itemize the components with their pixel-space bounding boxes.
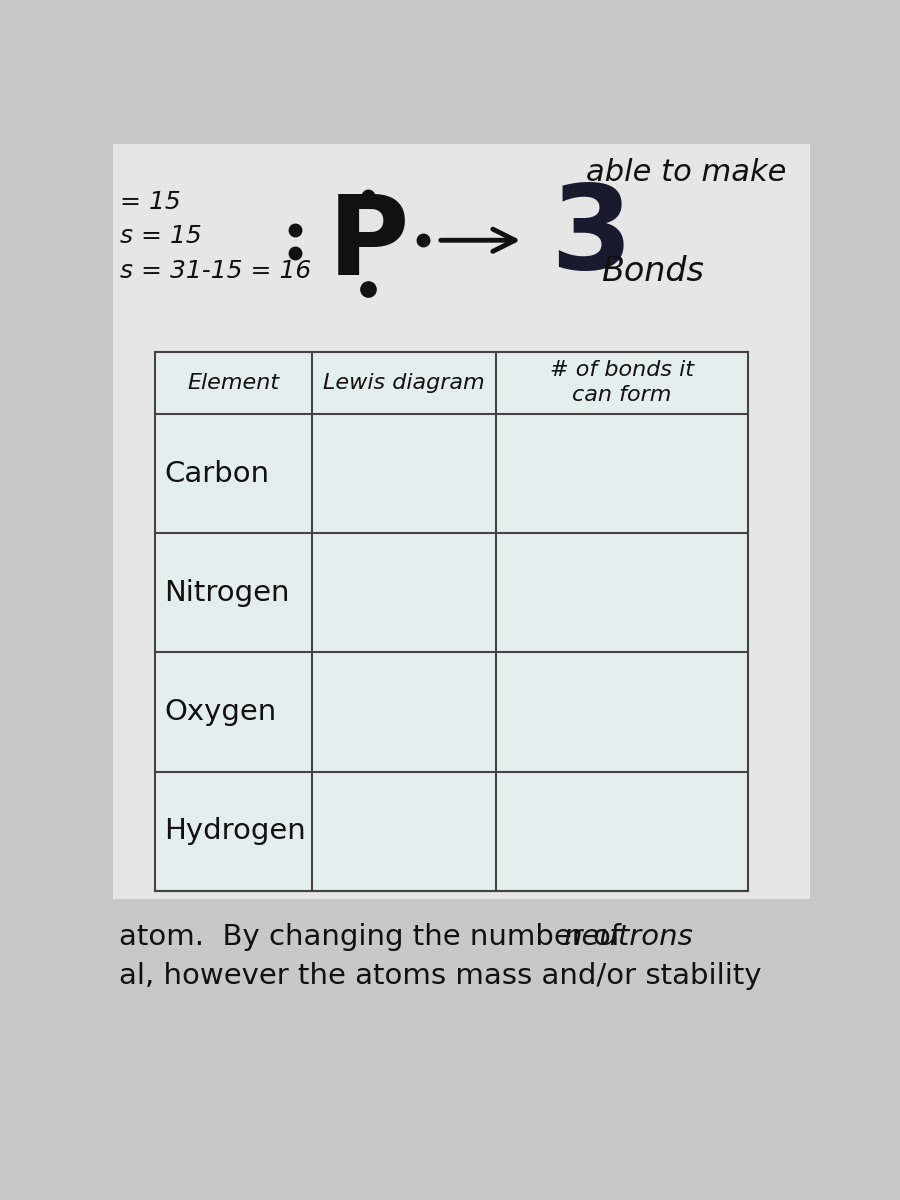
Text: s = 31-15 = 16: s = 31-15 = 16 <box>121 259 311 283</box>
Text: Element: Element <box>187 373 280 392</box>
Text: neutrons: neutrons <box>563 923 693 952</box>
Text: Nitrogen: Nitrogen <box>165 578 290 607</box>
Text: atom.  By changing the number of: atom. By changing the number of <box>119 923 630 952</box>
Text: Bonds: Bonds <box>601 254 704 288</box>
Text: # of bonds it
can form: # of bonds it can form <box>550 360 694 406</box>
Text: Oxygen: Oxygen <box>165 698 276 726</box>
Text: 3: 3 <box>551 179 633 294</box>
Text: Carbon: Carbon <box>165 460 270 487</box>
Text: s = 15: s = 15 <box>121 224 202 248</box>
Text: able to make: able to make <box>587 158 787 187</box>
Bar <box>155 352 748 890</box>
Text: = 15: = 15 <box>121 190 181 214</box>
Bar <box>112 144 810 899</box>
Text: al, however the atoms mass and/or stability: al, however the atoms mass and/or stabil… <box>119 961 761 990</box>
Text: Hydrogen: Hydrogen <box>165 817 306 845</box>
Text: Lewis diagram: Lewis diagram <box>323 373 485 392</box>
Text: P: P <box>328 191 409 298</box>
